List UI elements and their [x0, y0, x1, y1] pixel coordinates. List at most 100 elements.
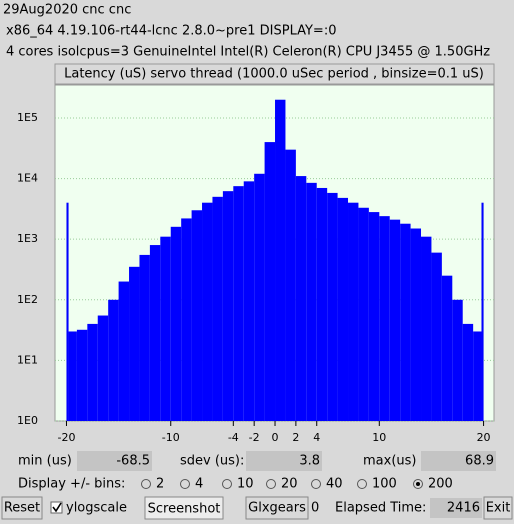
bar	[337, 197, 349, 421]
radio-button[interactable]	[311, 479, 321, 489]
bins-label: Display +/- bins:	[18, 477, 125, 492]
bar	[358, 207, 369, 421]
histogram	[55, 99, 494, 422]
radio-label: 20	[281, 477, 298, 492]
bins-radios: 2 4 10 20 40 100 200	[141, 477, 453, 492]
bar	[66, 202, 69, 421]
bar	[264, 142, 276, 421]
y-tick-label: 1E2	[17, 293, 38, 306]
bar	[368, 212, 380, 421]
radio-button[interactable]	[180, 479, 190, 489]
ylogscale-label[interactable]: ylogscale	[66, 501, 127, 516]
bar	[87, 323, 98, 421]
radio-button[interactable]	[141, 479, 151, 489]
bar	[97, 315, 109, 421]
bar	[149, 245, 161, 421]
radio-label: 200	[428, 477, 453, 492]
bar	[285, 149, 296, 421]
elapsed-label: Elapsed Time:	[335, 501, 426, 516]
glxgears-value: 0	[311, 501, 319, 516]
bar	[306, 182, 317, 421]
bar	[481, 202, 484, 421]
ylogscale-checkbox[interactable]	[50, 501, 63, 514]
radio-button[interactable]	[222, 479, 232, 489]
bar	[212, 196, 223, 421]
bar	[410, 228, 422, 421]
bar	[129, 266, 140, 421]
bar	[462, 323, 474, 421]
radio-button[interactable]	[266, 479, 276, 489]
stat-field	[77, 451, 152, 471]
bar	[170, 226, 182, 421]
y-tick-label: 1E0	[17, 414, 38, 427]
bar	[243, 181, 255, 421]
x-tick-label: 0	[272, 431, 279, 444]
header-line: 29Aug2020 cnc cnc	[3, 3, 131, 18]
bar	[191, 210, 203, 421]
bar	[421, 236, 432, 421]
bar	[108, 299, 119, 421]
screenshot-label[interactable]: Screenshot	[148, 502, 221, 517]
check-mark	[52, 502, 62, 513]
header-line: x86_64 4.19.106-rt44-lcnc 2.8.0~pre1 DIS…	[6, 24, 336, 39]
bar	[118, 281, 130, 421]
x-tick-label: 4	[313, 431, 320, 444]
elapsed-value: 2416	[447, 501, 480, 516]
bar	[233, 186, 244, 421]
exit-label[interactable]: Exit	[486, 501, 511, 516]
exit-button[interactable]	[483, 496, 513, 520]
x-tick-label: -4	[228, 431, 239, 444]
bar	[254, 173, 265, 421]
bar	[327, 192, 338, 421]
bar	[68, 331, 77, 421]
y-tick-label: 1E1	[17, 353, 38, 366]
bar	[139, 254, 150, 421]
radio-label: 2	[156, 477, 164, 492]
chart-title: Latency (uS) servo thread (1000.0 uSec p…	[64, 67, 484, 82]
bar	[76, 329, 88, 421]
y-tick-label: 1E3	[17, 232, 38, 245]
stat-field	[421, 451, 496, 471]
bar	[295, 176, 307, 421]
bar	[275, 99, 286, 421]
bar	[160, 236, 171, 421]
stat-value: -68.5	[116, 454, 150, 469]
reset-label[interactable]: Reset	[4, 501, 40, 516]
header-line: 4 cores isolcpus=3 GenuineIntel Intel(R)…	[6, 45, 490, 60]
stat-label: max(us)	[363, 454, 416, 469]
bar	[452, 299, 463, 421]
radio-dot	[416, 482, 420, 486]
y-tick-label: 1E4	[17, 172, 38, 185]
bar	[348, 202, 359, 421]
bar	[202, 202, 213, 421]
bar	[431, 252, 442, 421]
bar	[181, 218, 192, 421]
stat-label: sdev (us):	[180, 454, 244, 469]
bar	[473, 331, 482, 421]
radio-label: 100	[372, 477, 397, 492]
x-tick-label: -2	[249, 431, 260, 444]
x-tick-label: 20	[477, 431, 491, 444]
radio-label: 40	[326, 477, 343, 492]
screenshot-button[interactable]	[144, 496, 224, 520]
bar	[222, 191, 234, 421]
radio-label: 4	[195, 477, 203, 492]
elapsed-field	[430, 498, 482, 518]
x-tick-label: -10	[162, 431, 180, 444]
stat-value: 68.9	[465, 454, 494, 469]
radio-label: 10	[237, 477, 254, 492]
stat-field	[246, 451, 322, 471]
reset-button[interactable]	[1, 496, 43, 520]
stat-value: 3.8	[299, 454, 320, 469]
bar	[389, 219, 401, 421]
x-tick-label: 2	[292, 431, 299, 444]
bar	[316, 187, 328, 421]
bar	[441, 275, 453, 421]
glxgears-label[interactable]: Glxgears	[248, 501, 306, 516]
title-box	[54, 63, 495, 85]
stat-label: min (us)	[18, 454, 72, 469]
y-tick-label: 1E5	[17, 111, 38, 124]
radio-button[interactable]	[357, 479, 367, 489]
glxgears-button[interactable]	[245, 496, 309, 520]
